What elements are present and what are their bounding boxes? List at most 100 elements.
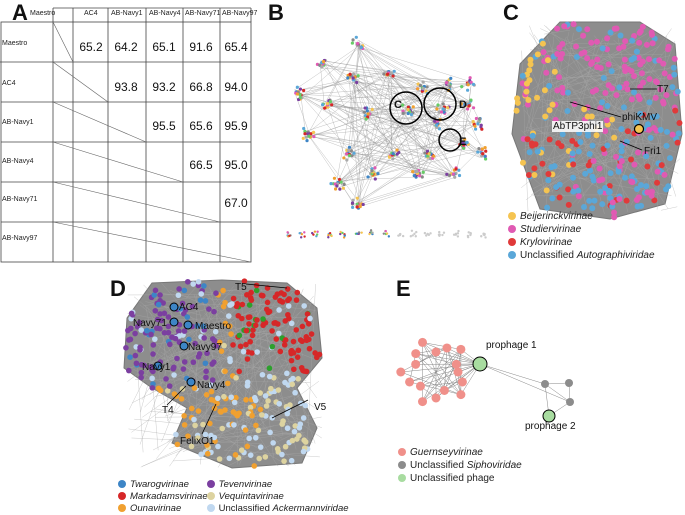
cluster-node — [270, 440, 276, 446]
network-node — [328, 100, 332, 104]
cluster-node — [134, 323, 141, 330]
network-edge — [358, 142, 460, 201]
label-navy1: Navy1 — [142, 362, 171, 373]
legend-item: Beijerinckvirinae — [508, 210, 655, 223]
network-node — [355, 232, 359, 235]
cluster-node — [534, 148, 541, 155]
legend-row: Twarogvirinae Tevenvirinae — [118, 479, 349, 491]
cluster-edge — [163, 345, 180, 399]
cluster-node — [628, 68, 635, 75]
network-edge — [365, 88, 425, 116]
cluster-node — [597, 188, 604, 195]
network-edge — [444, 110, 487, 151]
cluster-node — [260, 316, 266, 322]
network-node — [423, 151, 427, 155]
network-node — [417, 174, 422, 178]
cluster-node — [138, 361, 145, 368]
network-node — [286, 231, 289, 234]
network-node — [298, 87, 303, 91]
cluster-node — [150, 342, 157, 348]
network-node — [391, 74, 395, 78]
network-edge — [375, 120, 475, 173]
cluster-node — [551, 68, 558, 75]
network-node — [343, 234, 346, 237]
legend-item: Unclassified Autographiviridae — [508, 249, 655, 262]
highlight-node — [179, 341, 189, 351]
network-node — [307, 134, 311, 138]
cluster-node — [265, 398, 271, 404]
cluster-node — [191, 416, 197, 423]
network-edge — [327, 104, 362, 207]
cluster-node — [624, 128, 631, 135]
cluster-edge — [202, 297, 237, 338]
legend-item: Markadamsvirinae — [118, 491, 208, 503]
network-edge — [456, 150, 480, 173]
network-node — [339, 232, 342, 236]
cluster-node — [594, 56, 601, 63]
network-node — [338, 187, 342, 191]
cluster-node — [243, 341, 249, 348]
network-node — [295, 92, 300, 96]
network-node — [439, 385, 449, 395]
cluster-node — [584, 55, 591, 62]
network-edge — [351, 79, 374, 177]
legend-item: Vequintavirinae — [206, 491, 284, 502]
network-edge — [350, 82, 429, 153]
cluster-node — [597, 65, 604, 72]
legend-item: Unclassified Ackermannviridae — [206, 503, 349, 514]
panel-letter-c: C — [503, 0, 519, 25]
legend-swatch — [118, 480, 126, 488]
cluster-node — [287, 402, 293, 408]
network-node — [565, 379, 573, 387]
cluster-edge — [210, 290, 226, 351]
cluster-node — [244, 356, 251, 362]
network-edge — [421, 100, 468, 178]
cluster-node — [648, 192, 655, 199]
cluster-node — [262, 393, 269, 399]
cluster-node — [239, 301, 246, 308]
network-edge — [354, 174, 451, 204]
network-edge — [334, 107, 470, 187]
cluster-node — [526, 149, 533, 156]
cluster-node — [292, 389, 298, 396]
cluster-node — [602, 128, 609, 135]
cluster-node — [559, 51, 566, 58]
network-edge — [544, 382, 570, 385]
cluster-node — [277, 298, 284, 304]
cluster-node — [132, 352, 139, 359]
cluster-node — [611, 134, 618, 141]
matrix-cell: 67.0 — [224, 196, 248, 210]
matrix-col-header: AC4 — [84, 10, 98, 17]
cluster-node — [616, 196, 623, 203]
cluster-node — [149, 385, 156, 391]
cluster-node — [211, 308, 217, 315]
cluster-node — [669, 131, 676, 138]
cluster-node — [584, 26, 591, 33]
cluster-node — [165, 329, 172, 336]
network-node — [389, 71, 394, 75]
cluster-node — [631, 89, 638, 96]
cluster-node — [609, 199, 616, 206]
network-edge — [369, 110, 396, 156]
cluster-edge — [187, 365, 194, 370]
cluster-node — [633, 186, 640, 193]
legend-item: Ounavirinae — [118, 503, 204, 515]
network-edge — [422, 364, 457, 402]
network-edge — [434, 123, 483, 152]
network-node — [354, 35, 358, 39]
network-edge — [360, 176, 373, 204]
cluster-node — [631, 73, 638, 80]
network-edge — [354, 78, 362, 206]
network-node — [454, 233, 458, 236]
panel-letter-a: A — [12, 0, 28, 25]
cluster-node — [300, 448, 307, 455]
cluster-edge — [605, 95, 621, 118]
network-edge — [320, 64, 325, 103]
network-edge — [358, 45, 466, 107]
network-node — [429, 232, 432, 235]
cluster-edge — [227, 435, 292, 467]
network-edge — [357, 44, 420, 92]
cluster-edge — [525, 112, 645, 200]
cluster-node — [200, 421, 206, 428]
cluster-node — [242, 427, 249, 433]
